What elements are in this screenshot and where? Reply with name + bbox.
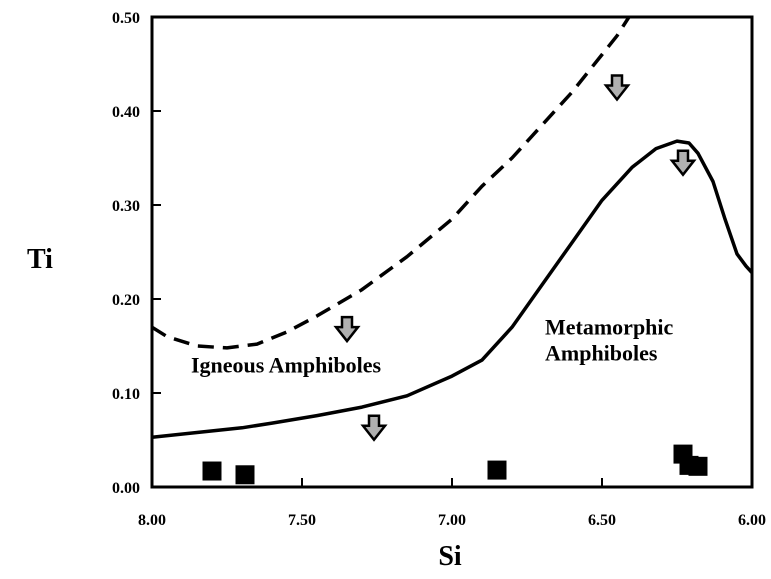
down-arrow-icon — [333, 315, 361, 344]
data-point — [202, 461, 222, 481]
boundary-lines — [152, 17, 752, 439]
annotation-metamorphic: Amphiboles — [545, 341, 658, 366]
x-axis-ticks: 8.00 7.50 7.00 6.50 6.00 — [138, 478, 766, 529]
y-axis-title: Ti — [27, 244, 53, 275]
x-tick-label: 6.00 — [738, 512, 766, 529]
arrows — [333, 74, 697, 442]
x-tick-label: 8.00 — [138, 512, 166, 529]
y-tick-label: 0.30 — [112, 198, 140, 215]
data-point — [688, 456, 708, 476]
y-tick-label: 0.50 — [112, 10, 140, 27]
y-tick-label: 0.40 — [112, 104, 140, 121]
x-tick-label: 6.50 — [588, 512, 616, 529]
data-points — [202, 444, 708, 485]
down-arrow-icon — [360, 414, 388, 442]
down-arrow-icon — [669, 149, 697, 177]
data-point — [487, 460, 507, 480]
solid-boundary-line — [152, 139, 752, 439]
data-point — [235, 465, 255, 485]
down-arrow-icon — [603, 74, 631, 102]
x-tick-label: 7.50 — [288, 512, 316, 529]
y-tick-label: 0.20 — [112, 292, 140, 309]
dashed-boundary-line — [152, 17, 632, 350]
annotation-igneous: Igneous Amphiboles — [191, 352, 382, 377]
x-tick-label: 7.00 — [438, 512, 466, 529]
y-tick-label: 0.00 — [112, 480, 140, 497]
x-axis-title: Si — [438, 541, 462, 572]
plot-frame — [150, 15, 754, 489]
y-tick-label: 0.10 — [112, 386, 140, 403]
annotation-metamorphic: Metamorphic — [545, 315, 674, 340]
y-axis-ticks: 0.00 0.10 0.20 0.30 0.40 0.50 — [112, 10, 161, 497]
